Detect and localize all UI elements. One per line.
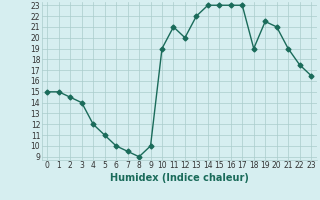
X-axis label: Humidex (Indice chaleur): Humidex (Indice chaleur) (110, 173, 249, 183)
